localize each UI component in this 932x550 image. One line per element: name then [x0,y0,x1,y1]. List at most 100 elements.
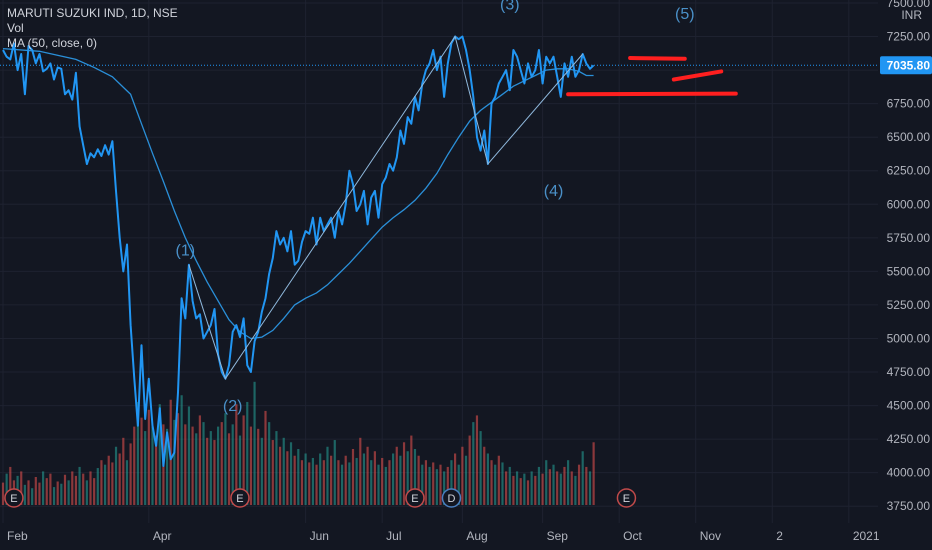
price-polyline [2,35,595,467]
volume-bar-80 [293,455,296,505]
volume-bar-30 [111,462,114,505]
wave-polyline [188,35,584,380]
y-tick-7: 5750.00 [887,231,931,245]
ma-legend[interactable]: MA (50, close, 0) [7,36,98,50]
volume-bar-53 [195,433,198,505]
volume-bar-37 [136,401,139,505]
x-tick-6: Oct [623,529,642,543]
trendline-1 [671,69,724,82]
volume-bar-131 [479,431,482,505]
volume-bars [1,381,595,505]
volume-bar-17 [63,474,67,505]
volume-bar-43 [158,404,161,505]
volume-bar-85 [311,457,314,505]
currency-label: INR [901,8,922,22]
y-tick-10: 5000.00 [887,331,931,345]
volume-bar-34 [125,460,129,505]
volume-bar-93 [340,464,344,505]
volume-bar-98 [359,437,362,505]
volume-bar-136 [497,455,500,505]
volume-bar-106 [388,460,391,505]
volume-bar-38 [140,417,143,505]
y-tick-8: 5500.00 [887,264,931,278]
trendlines [566,56,738,97]
y-tick-6: 6000.00 [887,197,931,211]
svg-text:E: E [623,493,630,505]
volume-bar-16 [60,483,63,505]
volume-bar-65 [238,435,242,505]
volume-bar-39 [144,431,147,505]
volume-bar-28 [103,464,107,505]
volume-bar-74 [271,440,274,505]
y-tick-0: 7500.00 [887,0,931,10]
volume-bar-101 [370,460,373,505]
volume-bar-82 [300,460,304,505]
y-tick-14: 4000.00 [887,466,931,480]
volume-bar-123 [450,460,453,505]
volume-bar-64 [235,404,238,505]
volume-bar-19 [71,471,74,505]
volume-bar-117 [428,466,431,505]
volume-bar-26 [96,468,99,505]
volume-bar-146 [534,475,537,505]
volume-bar-1 [5,473,8,505]
x-axis[interactable]: Feb Apr Jun Jul Aug Sep Oct Nov 2 2021 [0,523,932,550]
volume-bar-145 [530,471,533,505]
volume-bar-107 [392,453,395,505]
earnings-marker-2: E [405,488,425,508]
volume-bar-104 [381,457,384,505]
volume-bar-15 [56,481,59,505]
y-tick-15: 3750.00 [887,499,931,513]
y-tick-4: 6500.00 [887,130,931,144]
x-tick-7: Nov [700,529,721,543]
volume-bar-36 [133,426,136,505]
x-tick-9: 2021 [853,529,880,543]
volume-bar-32 [118,453,121,505]
volume-bar-162 [592,442,595,505]
symbol-title[interactable]: MARUTI SUZUKI IND, 1D, NSE [7,6,178,20]
svg-text:D: D [447,493,455,505]
volume-bar-59 [217,426,220,505]
volume-bar-50 [184,424,187,505]
volume-bar-73 [268,422,271,505]
x-tick-0: Feb [7,529,28,543]
volume-bar-142 [519,478,522,505]
volume-bar-66 [242,415,245,505]
volume-bar-91 [333,440,336,505]
volume-bar-132 [483,446,486,505]
volume-bar-58 [213,440,216,505]
price-tag-bg [880,56,932,75]
y-tick-13: 4250.00 [887,432,931,446]
price-line [0,35,878,467]
volume-bar-12 [45,478,48,505]
volume-bar-10 [38,482,41,505]
grid [0,0,878,523]
volume-bar-116 [424,460,428,505]
trendline-2 [566,91,738,97]
volume-bar-48 [176,413,180,505]
dividend-marker-3: D [441,488,462,508]
x-tick-2: Jun [310,529,329,543]
wave-label-4: (4) [544,183,564,200]
volume-bar-6 [23,484,26,505]
volume-bar-41 [151,426,154,505]
volume-bar-18 [67,480,70,505]
vol-legend[interactable]: Vol [7,21,24,35]
volume-bar-33 [122,437,125,505]
ma-polyline [2,47,594,340]
volume-bar-25 [93,478,96,505]
volume-bar-49 [180,395,183,505]
volume-bar-84 [308,462,311,505]
y-axis[interactable]: 7500.007250.007000.006750.006500.006250.… [878,0,932,550]
volume-bar-27 [100,460,103,505]
wave-label-2: (2) [223,398,243,415]
current-price-tag: 7035.80 [880,56,932,75]
earnings-marker-1: E [230,488,250,508]
volume-bar-72 [264,410,267,505]
volume-bar-22 [82,473,85,505]
volume-bar-133 [486,453,489,505]
volume-bar-70 [257,428,260,505]
volume-bar-119 [435,469,438,505]
